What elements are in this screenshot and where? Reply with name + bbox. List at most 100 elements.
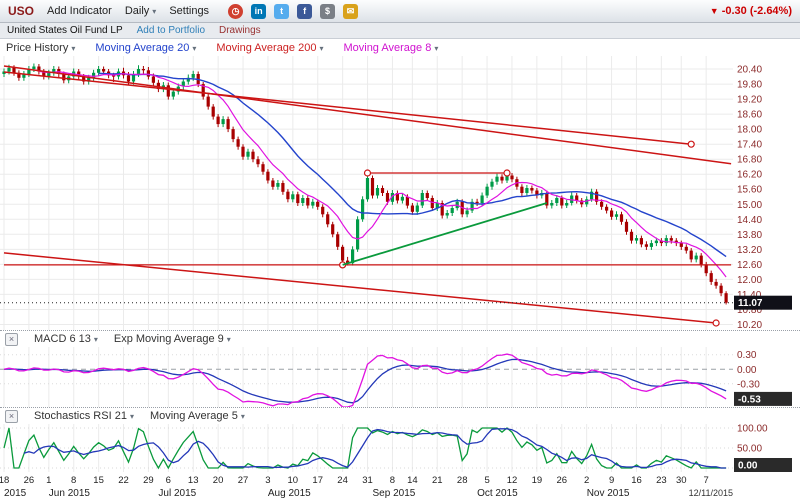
svg-text:Sep 2015: Sep 2015 [373,488,416,499]
svg-text:19: 19 [532,475,543,486]
svg-text:27: 27 [238,475,249,486]
svg-text:18: 18 [0,475,9,486]
stochastics-ma-dropdown[interactable]: Moving Average 5 ▾ [149,410,245,422]
svg-text:18.00: 18.00 [737,125,762,136]
stocktwits-icon[interactable]: $ [320,3,336,19]
macd-signal-dropdown[interactable]: Exp Moving Average 9 ▾ [113,333,231,345]
chevron-down-icon: ▾ [240,412,245,421]
svg-text:11.40: 11.40 [737,290,762,301]
svg-text:5: 5 [484,475,489,486]
timeframe-dropdown[interactable]: Daily ▾ [125,5,156,17]
svg-text:30: 30 [676,475,687,486]
svg-text:Aug 2015: Aug 2015 [268,488,311,499]
svg-text:0.00: 0.00 [738,461,758,472]
svg-text:18.60: 18.60 [737,110,762,121]
svg-text:50.00: 50.00 [737,444,762,455]
toolbar: USO Add Indicator Daily ▾ Settings ◷ in t… [0,0,800,23]
svg-text:22: 22 [118,475,129,486]
chevron-down-icon: ▾ [152,7,157,16]
ma20-dropdown[interactable]: Moving Average 20 ▾ [95,41,197,54]
indicator-legend: Price History ▾ Moving Average 20 ▾ Moving… [0,39,800,56]
svg-text:21: 21 [432,475,443,486]
svg-text:15.00: 15.00 [737,200,762,211]
macd-header: × MACD 6 13 ▾ Exp Moving Average 9 ▾ [0,330,800,347]
svg-text:3: 3 [265,475,270,486]
svg-text:14: 14 [407,475,418,486]
svg-text:100.00: 100.00 [737,424,768,435]
svg-text:19.20: 19.20 [737,95,762,106]
svg-text:10.80: 10.80 [737,305,762,316]
svg-text:0.30: 0.30 [737,350,757,361]
svg-text:0.00: 0.00 [737,365,757,376]
macd-dropdown[interactable]: MACD 6 13 ▾ [34,333,98,345]
facebook-icon[interactable]: f [297,3,313,19]
svg-text:20.40: 20.40 [737,65,762,76]
svg-text:31: 31 [362,475,373,486]
svg-text:23: 23 [656,475,667,486]
svg-text:19.80: 19.80 [737,80,762,91]
ma200-dropdown[interactable]: Moving Average 200 ▾ [216,41,324,54]
svg-text:Nov 2015: Nov 2015 [587,488,630,499]
svg-text:Oct 2015: Oct 2015 [477,488,518,499]
svg-text:12.60: 12.60 [737,260,762,271]
svg-text:10.20: 10.20 [737,320,762,330]
price-change-value: -0.30 (-2.64%) [721,5,792,17]
symbol-label: USO [8,4,35,18]
svg-text:16.20: 16.20 [737,170,762,181]
svg-text:12/11/2015: 12/11/2015 [689,488,733,498]
chevron-down-icon: ▾ [129,412,134,421]
timeframe-value: Daily [124,5,150,17]
settings-button[interactable]: Settings [169,5,210,17]
twitter-icon[interactable]: t [274,3,290,19]
svg-text:26: 26 [24,475,35,486]
svg-text:11.07: 11.07 [738,298,763,309]
svg-text:-0.30: -0.30 [737,379,760,390]
svg-text:Jun 2015: Jun 2015 [49,488,91,499]
svg-text:Jul 2015: Jul 2015 [158,488,196,499]
svg-text:9: 9 [609,475,614,486]
stochastics-dropdown[interactable]: Stochastics RSI 21 ▾ [34,410,134,422]
svg-text:17.40: 17.40 [737,140,762,151]
svg-text:2015: 2015 [4,488,27,499]
svg-text:16.80: 16.80 [737,155,762,166]
chevron-down-icon: ▾ [192,43,197,53]
close-icon[interactable]: × [5,332,18,346]
down-arrow-icon: ▼ [709,6,719,16]
svg-text:14.40: 14.40 [737,215,762,226]
svg-text:13.80: 13.80 [737,230,762,241]
svg-text:24: 24 [337,475,348,486]
chevron-down-icon: ▾ [434,43,439,53]
linkedin-icon[interactable]: in [251,3,267,19]
svg-text:12.00: 12.00 [737,275,762,286]
price-chart-panel[interactable]: 20.40 19.80 19.20 18.60 18.00 17.40 16.80 16.20… [0,56,800,330]
alert-icon[interactable]: ◷ [228,3,244,19]
svg-text:13: 13 [188,475,199,486]
fund-name: United States Oil Fund LP [7,25,123,36]
svg-text:10: 10 [288,475,299,486]
svg-text:17: 17 [312,475,323,486]
svg-text:8: 8 [390,475,395,486]
close-icon[interactable]: × [5,409,18,423]
svg-text:-0.53: -0.53 [738,394,761,405]
price-history-dropdown[interactable]: Price History ▾ [6,41,76,54]
drawings-link[interactable]: Drawings [219,25,261,36]
symbol-subheader: United States Oil Fund LP Add to Portfol… [0,23,800,39]
chevron-down-icon: ▾ [226,335,231,344]
add-to-portfolio-link[interactable]: Add to Portfolio [136,25,205,36]
chevron-down-icon: ▾ [93,335,98,344]
svg-text:1: 1 [46,475,51,486]
chevron-down-icon: ▾ [319,43,324,53]
chevron-down-icon: ▾ [71,43,76,53]
svg-text:26: 26 [557,475,568,486]
svg-text:2: 2 [584,475,589,486]
svg-text:7: 7 [704,475,709,486]
ma8-dropdown[interactable]: Moving Average 8 ▾ [343,41,439,54]
add-indicator-button[interactable]: Add Indicator [47,5,112,17]
svg-text:29: 29 [143,475,154,486]
macd-panel[interactable]: 0.30 0.00 -0.30 -0.53 [0,347,800,407]
svg-text:15.60: 15.60 [737,185,762,196]
svg-text:13.20: 13.20 [737,245,762,256]
svg-text:6: 6 [166,475,171,486]
mail-icon[interactable]: ✉ [343,3,359,19]
